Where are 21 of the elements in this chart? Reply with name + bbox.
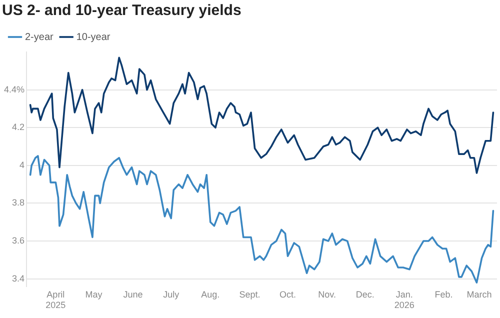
x-tick-label: Dec. <box>356 289 374 300</box>
x-tick-label: Aug. <box>201 289 220 300</box>
x-tick-label: Jan. 2026 <box>394 289 414 310</box>
y-tick-label: 4.2 <box>12 122 25 132</box>
legend-label: 10-year <box>76 32 111 43</box>
x-tick-label: May <box>85 289 103 300</box>
legend-label: 2-year <box>25 32 54 43</box>
x-tick-label: Sept. <box>239 289 260 300</box>
chart-title: US 2- and 10-year Treasury yields <box>2 2 242 20</box>
x-tick-label: March <box>466 289 492 300</box>
x-tick-label: June <box>123 289 143 300</box>
y-tick-label: 4.4% <box>4 84 25 94</box>
y-tick-label: 3.6 <box>12 236 25 246</box>
x-tick-label: July <box>163 289 180 300</box>
x-tick-label: Oct. <box>279 289 296 300</box>
x-tick-label: Nov. <box>318 289 336 300</box>
y-tick-label: 3.4 <box>12 273 25 284</box>
x-tick-label: Feb. <box>434 289 453 300</box>
y-tick-label: 3.8 <box>12 198 25 208</box>
x-tick-label: April 2025 <box>46 289 66 310</box>
y-tick-label: 4 <box>20 160 25 170</box>
